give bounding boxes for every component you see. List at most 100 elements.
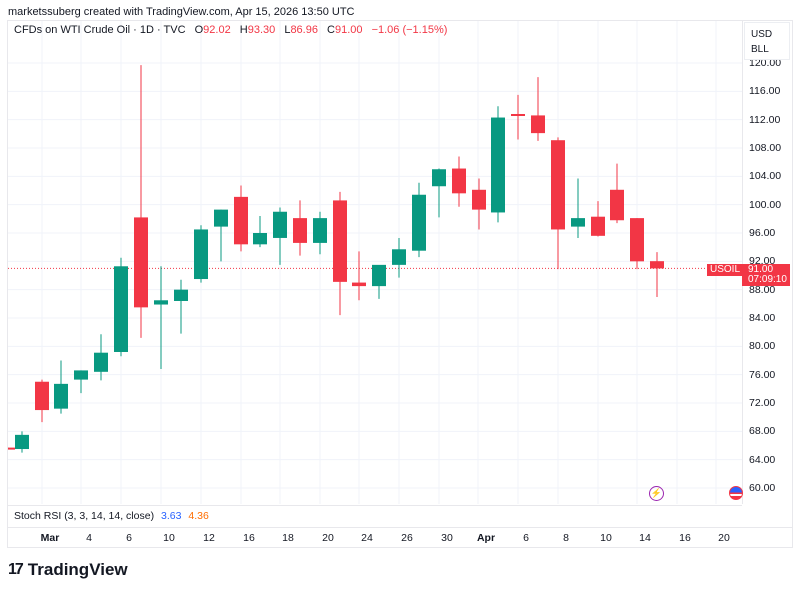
stoch-rsi-d: 4.36 [188,510,209,522]
price-axis-label: 108.00 [749,141,782,154]
high-label: H [239,24,248,36]
time-axis[interactable]: Mar 4 6 10 12 16 18 20 24 26 30 Apr 6 8 10 14 16 20 [8,527,792,547]
candle [253,232,267,245]
high-value: 93.30 [247,24,276,36]
candle [630,218,644,262]
candle [352,282,366,287]
time-axis-label: 12 [203,532,215,544]
price-axis[interactable]: 120.00 116.00 112.00 108.00 104.00 100.00 96.0… [742,21,792,504]
price-axis-label: 76.00 [749,368,776,381]
time-axis-label: 8 [563,532,569,544]
time-axis-label: Mar [40,532,60,544]
candle [571,218,585,227]
candle [392,249,406,265]
logo-text: TradingView [27,560,128,579]
candlestick-chart [8,21,742,504]
price-axis-label: 72.00 [749,396,776,409]
last-price: 91.00 [748,264,774,275]
symbol-legend: CFDs on WTI Crude Oil · 1D · TVC O92.02 … [14,24,447,36]
candle [94,352,108,372]
candle [234,196,248,245]
time-axis-label: 18 [282,532,294,544]
candle [650,261,664,269]
time-axis-label: 30 [441,532,453,544]
time-axis-label: 16 [679,532,691,544]
stoch-rsi-label: Stoch RSI (3, 3, 14, 14, close) [14,510,155,522]
candle [313,218,327,243]
time-axis-label: 16 [243,532,255,544]
time-axis-label: 20 [718,532,730,544]
candle [54,383,68,409]
price-axis-label: 88.00 [749,283,776,296]
bar-countdown: 07:09:10 [748,274,787,285]
price-axis-label: 120.00 [749,57,782,69]
candle [273,211,287,238]
candle [610,189,624,221]
price-axis-label: 64.00 [749,453,776,466]
candle [134,217,148,308]
chart-frame [7,20,793,548]
price-axis-label: 116.00 [749,85,781,98]
price-axis-label: 68.00 [749,425,776,438]
time-axis-label: Apr [476,532,496,544]
time-axis-label: 20 [322,532,334,544]
lightning-event-icon[interactable]: ⚡ [649,486,664,501]
time-axis-label: 26 [401,532,413,544]
unit-label: BLL [751,44,769,55]
candle [8,447,15,450]
time-axis-label: 4 [86,532,92,544]
price-axis-label: 104.00 [749,170,782,183]
stoch-rsi-k: 3.63 [161,510,182,522]
tradingview-logo-icon: 17 [8,561,24,578]
candle [214,209,228,227]
candle [531,115,545,134]
us-flag-icon[interactable] [729,486,743,500]
symbol-title: CFDs on WTI Crude Oil · 1D · TVC [14,24,186,36]
candle [372,264,386,287]
change-value: −1.06 (−1.15%) [371,24,448,36]
candle [472,189,486,210]
close-value: 91.00 [334,24,363,36]
close-label: C [327,24,335,36]
open-label: O [194,24,204,36]
candle [114,266,128,352]
candle [74,370,88,380]
last-price-tag: 91.00 07:09:10 [742,264,790,286]
price-axis-label: 80.00 [749,340,776,353]
candle [154,300,168,305]
price-axis-label: 112.00 [749,113,781,126]
candle [551,140,565,230]
candle [412,194,426,251]
candle [35,381,49,411]
candle [491,117,505,213]
price-axis-label: 84.00 [749,311,776,324]
time-axis-label: 14 [639,532,651,544]
candle [432,169,446,187]
candle [333,200,347,282]
candle [452,168,466,194]
symbol-price-tag: USOIL [707,264,744,276]
price-axis-label: 96.00 [749,226,776,239]
currency-unit-box[interactable]: USD BLL [744,22,790,60]
time-axis-label: 24 [361,532,373,544]
price-pane[interactable] [8,21,742,504]
price-axis-label: 60.00 [749,481,776,494]
time-axis-label: 6 [523,532,529,544]
candle [293,218,307,243]
low-value: 86.96 [290,24,318,36]
candle [591,216,605,236]
candle [511,113,525,116]
price-axis-label: 100.00 [749,198,782,211]
tradingview-logo: 17 TradingView [8,560,128,580]
candle [194,229,208,280]
open-value: 92.02 [203,24,231,36]
time-axis-label: 6 [126,532,132,544]
low-label: L [284,24,291,36]
candle [174,289,188,301]
candle [15,434,29,450]
time-axis-label: 10 [163,532,175,544]
currency-label: USD [751,29,773,40]
time-axis-label: 10 [600,532,612,544]
chart-credit: marketssuberg created with TradingView.c… [8,6,355,18]
stoch-rsi-pane[interactable]: Stoch RSI (3, 3, 14, 14, close) 3.63 4.3… [8,505,742,527]
